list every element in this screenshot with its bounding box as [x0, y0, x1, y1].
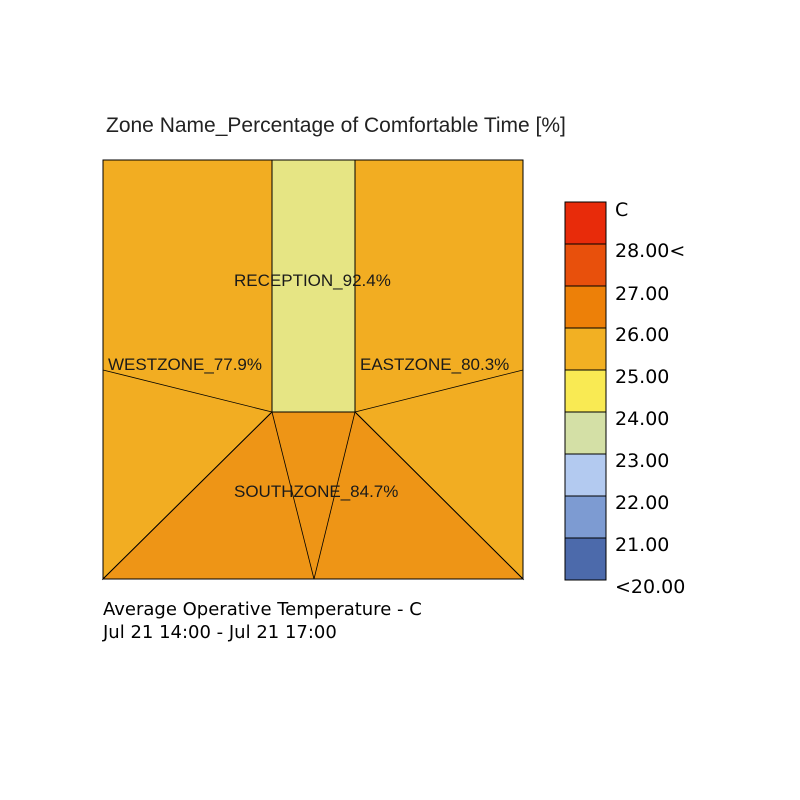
legend-label: 27.00: [615, 283, 670, 305]
legend-label: 22.00: [615, 492, 670, 514]
caption-period: Jul 21 14:00 - Jul 21 17:00: [103, 622, 337, 643]
zone-label-westzone: WESTZONE_77.9%: [108, 355, 262, 374]
legend-label: 25.00: [615, 366, 670, 388]
zone-label-reception: RECEPTION_92.4%: [234, 271, 391, 290]
legend-label: 24.00: [615, 408, 670, 430]
legend-swatch: [564, 537, 607, 581]
legend-swatch: [564, 201, 607, 245]
legend-label: 28.00<: [615, 240, 686, 262]
legend-swatch: [564, 369, 607, 413]
legend-label: 21.00: [615, 534, 670, 556]
legend-label: 26.00: [615, 324, 670, 346]
legend-unit: C: [615, 199, 629, 221]
legend-label: 23.00: [615, 450, 670, 472]
legend-swatch: [564, 285, 607, 329]
legend-swatch: [564, 411, 607, 455]
legend-swatch: [564, 495, 607, 539]
legend-swatch: [564, 327, 607, 371]
plan-border: [102, 159, 524, 580]
legend-swatch: [564, 243, 607, 287]
wireframe-lines: [102, 369, 524, 580]
zone-label-southzone: SOUTHZONE_84.7%: [234, 482, 398, 501]
zone-label-eastzone: EASTZONE_80.3%: [360, 355, 509, 374]
chart-title: Zone Name_Percentage of Comfortable Time…: [106, 114, 566, 137]
legend-scale: [564, 201, 607, 581]
caption-metric: Average Operative Temperature - C: [103, 599, 422, 620]
legend-swatch: [564, 453, 607, 497]
legend-label: <20.00: [615, 576, 686, 598]
